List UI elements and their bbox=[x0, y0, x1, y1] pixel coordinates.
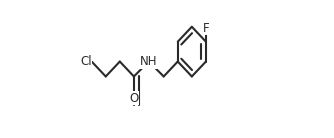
Text: NH: NH bbox=[140, 55, 158, 68]
Text: F: F bbox=[203, 22, 209, 35]
Text: O: O bbox=[129, 92, 139, 105]
Text: Cl: Cl bbox=[80, 55, 92, 68]
